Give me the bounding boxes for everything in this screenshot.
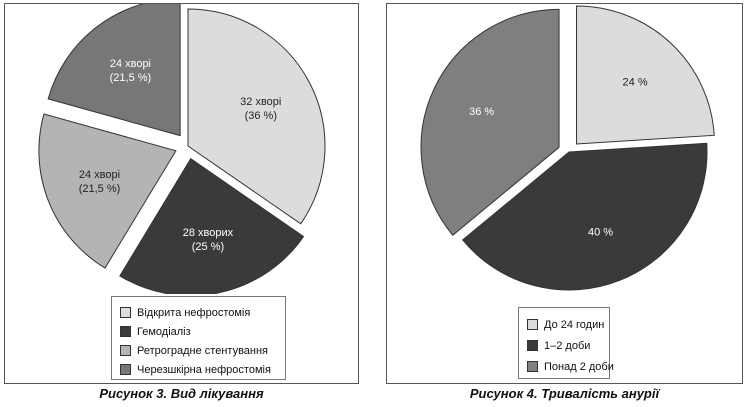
legend-label: 1–2 доби <box>544 339 591 352</box>
figure-caption-anuria: Рисунок 4. Тривалість анурії <box>469 386 660 401</box>
legend-label: Понад 2 доби <box>544 360 614 373</box>
legend-item-ретроградне-стентування: Ретроградне стентування <box>120 341 285 360</box>
slice-label-черезшкірна-нефростомія: 24 хворі (21,5 %) <box>110 58 152 84</box>
legend-label: До 24 годин <box>544 318 605 331</box>
legend-label: Гемодіаліз <box>137 325 191 338</box>
pie-slice-до-24-годин <box>576 5 715 145</box>
legend-item-черезшкірна-нефростомія: Черезшкірна нефростомія <box>120 360 285 379</box>
slice-label-line: (21,5 %) <box>110 72 152 84</box>
pie-chart-treatment: 32 хворі (36 %) 28 хворих (25 %) 24 хворі (21… <box>38 4 326 294</box>
slice-label-line: 24 хворі <box>110 58 151 70</box>
slice-label-line: (21,5 %) <box>79 183 121 195</box>
slice-label-line: 40 % <box>588 227 613 239</box>
legend-label: Ретроградне стентування <box>137 344 269 357</box>
slice-label-line: 28 хворих <box>183 227 234 239</box>
slice-label-понад-2-доби: 36 % <box>469 106 494 118</box>
chart-panel-anuria: 24 % 40 % 36 % До 24 годин 1–2 доби Понад 2 … <box>386 3 743 384</box>
slice-label-гемодіаліз: 28 хворих (25 %) <box>183 227 234 253</box>
legend-treatment: Відкрита нефростомія Гемодіаліз Ретроградн… <box>111 296 286 380</box>
legend-swatch <box>120 364 131 375</box>
legend-item-1-2-доби: 1–2 доби <box>527 335 609 356</box>
legend-label: Відкрита нефростомія <box>137 306 251 319</box>
slice-label-1-2-доби: 40 % <box>588 227 613 239</box>
legend-swatch <box>527 319 538 330</box>
slice-label-line: 24 % <box>623 77 648 89</box>
slice-label-до-24-годин: 24 % <box>623 77 648 89</box>
legend-swatch <box>120 326 131 337</box>
legend-item-відкрита-нефростомія: Відкрита нефростомія <box>120 303 285 322</box>
pie-slice-черезшкірна-нефростомія <box>47 4 181 137</box>
legend-item-понад-2-доби: Понад 2 доби <box>527 356 614 377</box>
pie-chart-anuria: 24 % 40 % 36 % <box>420 5 715 291</box>
legend-swatch <box>120 307 131 318</box>
legend-swatch <box>527 340 538 351</box>
slice-label-ретроградне-стентування: 24 хворі (21,5 %) <box>79 169 121 195</box>
pie-slice-гемодіаліз <box>119 157 305 294</box>
slice-label-line: 24 хворі <box>79 169 120 181</box>
legend-item-до-24-годин: До 24 годин <box>527 314 609 335</box>
slice-label-line: 32 хворі <box>240 96 281 108</box>
slice-label-line: (25 %) <box>192 241 224 253</box>
legend-swatch <box>120 345 131 356</box>
chart-panel-treatment: 32 хворі (36 %) 28 хворих (25 %) 24 хворі (21… <box>4 3 359 384</box>
pie-slice-відкрита-нефростомія <box>187 8 326 225</box>
slice-label-line: (36 %) <box>245 110 277 122</box>
pie-slice-ретроградне-стентування <box>38 113 177 269</box>
figure-caption-treatment: Рисунок 3. Вид лікування <box>99 386 264 401</box>
legend-label: Черезшкірна нефростомія <box>137 363 271 376</box>
slice-label-line: 36 % <box>469 106 494 118</box>
legend-swatch <box>527 361 538 372</box>
legend-anuria: До 24 годин 1–2 доби Понад 2 доби <box>518 307 614 379</box>
slice-label-відкрита-нефростомія: 32 хворі (36 %) <box>240 96 281 122</box>
pie-slice-1-2-доби <box>461 142 708 291</box>
legend-item-гемодіаліз: Гемодіаліз <box>120 322 285 341</box>
pie-slice-понад-2-доби <box>420 8 560 236</box>
